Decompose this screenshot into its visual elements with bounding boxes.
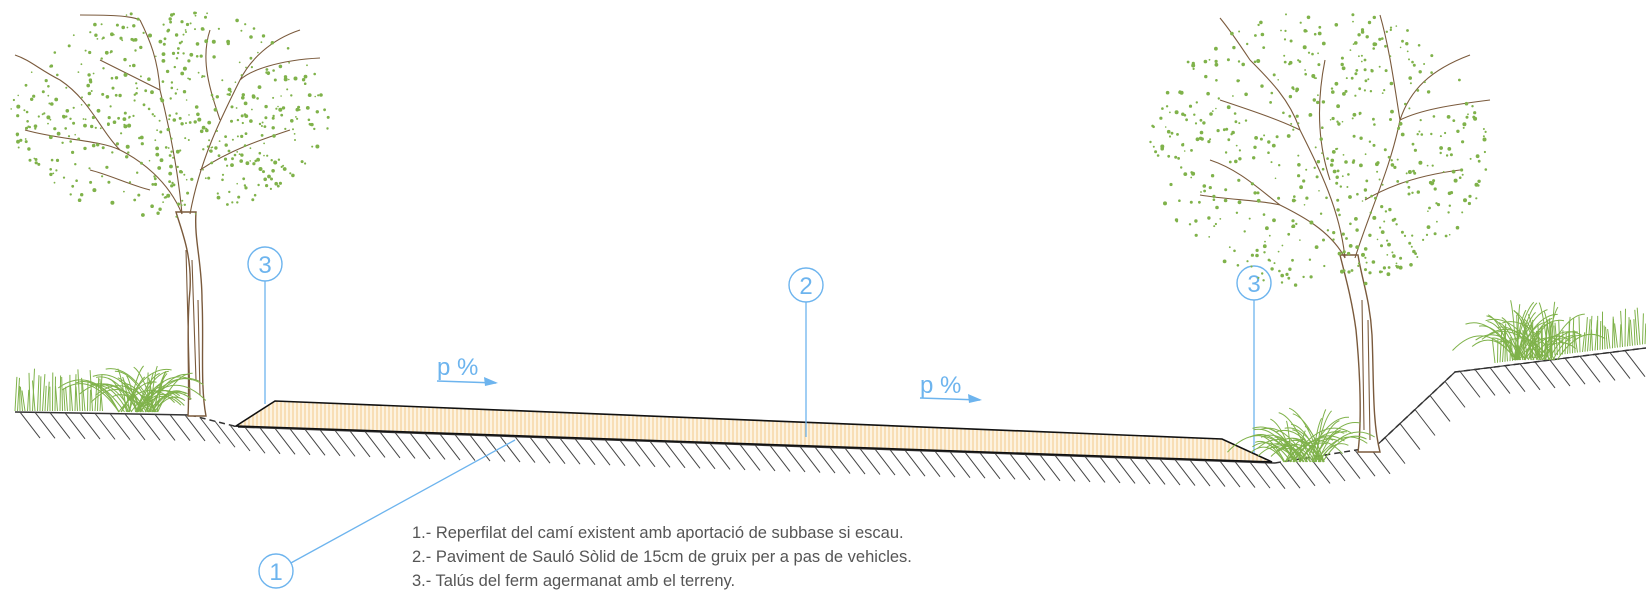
legend-item-1: 1.- Reperfilat del camí existent amb apo… [412, 524, 904, 542]
foliage-dots-left [10, 11, 330, 218]
callout-2-number: 2 [799, 273, 812, 300]
callout-3-right: 3 [1236, 265, 1272, 453]
foliage-dots-right [1149, 13, 1488, 287]
tree-icon [10, 11, 330, 417]
ground-profile [14, 347, 1646, 489]
tree-icon [1149, 13, 1491, 453]
callout-1-number: 1 [269, 559, 282, 586]
callout-3-left: 3 [247, 246, 283, 404]
legend: 1.- Reperfilat del camí existent amb apo… [412, 524, 912, 590]
callout-3-right-number: 3 [1247, 271, 1260, 298]
ground-hatching [19, 350, 1646, 489]
legend-item-2: 2.- Paviment de Sauló Sòlid de 15cm de g… [412, 548, 912, 566]
grass-icon [14, 368, 103, 412]
legend-item-3: 3.- Talús del ferm agermanat amb el terr… [412, 572, 735, 590]
shrub-icon [1227, 407, 1375, 463]
callout-2: 2 [788, 267, 824, 437]
slope-arrow-right: p % [919, 372, 982, 403]
shrub-icon [57, 365, 207, 413]
slope-label-right: p % [920, 372, 961, 399]
pavement-layer [233, 400, 1273, 463]
grass-icon [1491, 307, 1646, 364]
callout-3-left-number: 3 [258, 252, 271, 279]
slope-arrow-left: p % [436, 354, 498, 386]
slope-label-left: p % [437, 354, 478, 381]
callout-1: 1 [258, 439, 516, 589]
